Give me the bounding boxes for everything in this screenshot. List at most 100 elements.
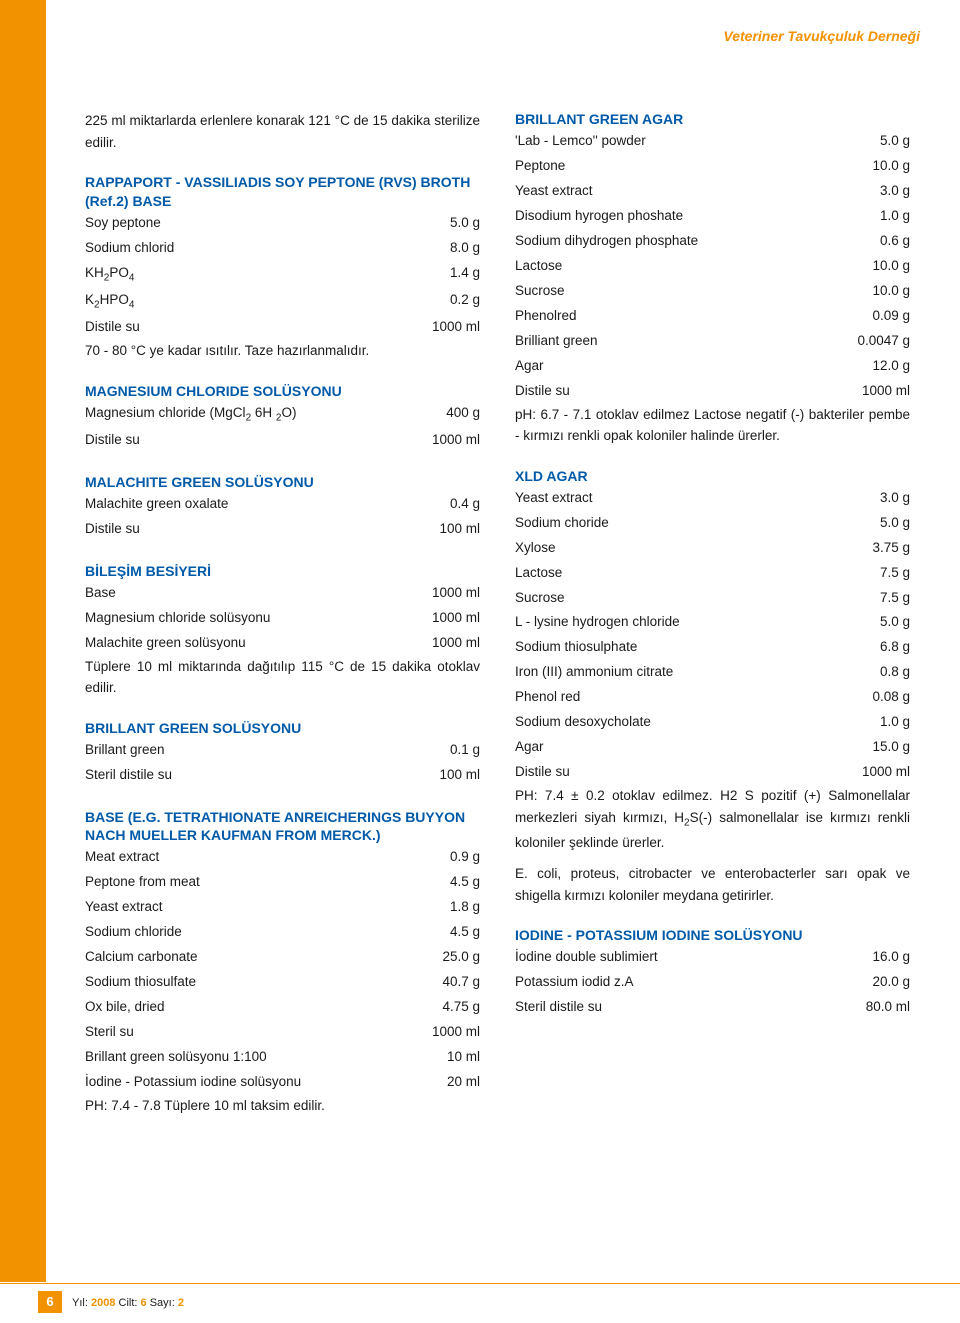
bga-note: pH: 6.7 - 7.1 otoklav edilmez Lactose ne…: [515, 404, 910, 447]
bilesim-rows: Base1000 mlMagnesium chloride solüsyonu1…: [85, 581, 480, 656]
ingredient-value: 20.0 g: [830, 970, 910, 995]
ingredient-value: 100 ml: [400, 763, 480, 788]
ingredient-row: Sodium dihydrogen phosphate0.6 g: [515, 229, 910, 254]
ingredient-value: 100 ml: [400, 517, 480, 542]
ingredient-value: 1.8 g: [400, 895, 480, 920]
ingredient-label: Lactose: [515, 561, 830, 586]
ingredient-row: Yeast extract1.8 g: [85, 895, 480, 920]
bilesim-note: Tüplere 10 ml miktarında dağıtılıp 115 °…: [85, 656, 480, 699]
xld-title: XLD AGAR: [515, 467, 910, 486]
ingredient-label: Soy peptone: [85, 211, 400, 236]
ingredient-row: Disodium hyrogen phoshate1.0 g: [515, 204, 910, 229]
ingredient-label: 'Lab - Lemco'' powder: [515, 129, 830, 154]
ingredient-label: Peptone: [515, 154, 830, 179]
ingredient-value: 7.5 g: [830, 561, 910, 586]
base-eg-title: BASE (E.G. TETRATHIONATE ANREICHERINGS B…: [85, 808, 480, 846]
ingredient-label: Steril su: [85, 1020, 400, 1045]
ingredient-row: Brillant green0.1 g: [85, 738, 480, 763]
ingredient-label: Magnesium chloride (MgCl2 6H 2O): [85, 401, 400, 428]
ingredient-label: L - lysine hydrogen chloride: [515, 610, 830, 635]
ingredient-value: 3.75 g: [830, 536, 910, 561]
mgcl-rows: Magnesium chloride (MgCl2 6H 2O)400 gDis…: [85, 401, 480, 453]
ingredient-value: 0.2 g: [400, 288, 480, 313]
ingredient-row: Distile su100 ml: [85, 517, 480, 542]
ingredient-row: Steril distile su100 ml: [85, 763, 480, 788]
ingredient-row: Steril su1000 ml: [85, 1020, 480, 1045]
ingredient-row: Potassium iodid z.A20.0 g: [515, 970, 910, 995]
page-content: 225 ml miktarlarda erlenlere konarak 121…: [85, 110, 910, 1117]
ingredient-value: 10.0 g: [830, 254, 910, 279]
ingredient-label: İodine - Potassium iodine solüsyonu: [85, 1070, 400, 1095]
ingredient-value: 1000 ml: [830, 379, 910, 404]
ingredient-value: 4.5 g: [400, 870, 480, 895]
ingredient-label: Ox bile, dried: [85, 995, 400, 1020]
ingredient-value: 3.0 g: [830, 179, 910, 204]
ingredient-row: Ox bile, dried4.75 g: [85, 995, 480, 1020]
ingredient-row: Xylose3.75 g: [515, 536, 910, 561]
ingredient-label: Sodium thiosulphate: [515, 635, 830, 660]
ingredient-value: 1000 ml: [400, 1020, 480, 1045]
ingredient-value: 5.0 g: [830, 511, 910, 536]
ingredient-value: 5.0 g: [830, 610, 910, 635]
bga-rows: 'Lab - Lemco'' powder5.0 gPeptone10.0 gY…: [515, 129, 910, 404]
ingredient-value: 6.8 g: [830, 635, 910, 660]
ingredient-label: Yeast extract: [85, 895, 400, 920]
ingredient-label: KH2PO4: [85, 261, 400, 288]
footer: 6 Yıl: 2008 Cilt: 6 Sayı: 2: [0, 1283, 960, 1323]
base-eg-rows: Meat extract0.9 gPeptone from meat4.5 gY…: [85, 845, 480, 1095]
ingredient-value: 0.0047 g: [830, 329, 910, 354]
page-number: 6: [38, 1291, 62, 1313]
malachite-rows: Malachite green oxalate0.4 gDistile su10…: [85, 492, 480, 542]
ingredient-value: 0.9 g: [400, 845, 480, 870]
ingredient-value: 5.0 g: [830, 129, 910, 154]
ingredient-label: Lactose: [515, 254, 830, 279]
ingredient-row: Yeast extract3.0 g: [515, 179, 910, 204]
ingredient-value: 1.4 g: [400, 261, 480, 286]
ingredient-row: K2HPO40.2 g: [85, 288, 480, 315]
ingredient-label: Malachite green oxalate: [85, 492, 400, 517]
ingredient-row: L - lysine hydrogen chloride5.0 g: [515, 610, 910, 635]
ingredient-row: Sodium thiosulphate6.8 g: [515, 635, 910, 660]
ingredient-row: Sucrose7.5 g: [515, 586, 910, 611]
malachite-title: MALACHITE GREEN SOLÜSYONU: [85, 473, 480, 492]
ingredient-value: 1000 ml: [400, 428, 480, 453]
ingredient-value: 0.09 g: [830, 304, 910, 329]
ingredient-label: Distile su: [85, 428, 400, 453]
xld-note1: PH: 7.4 ± 0.2 otoklav edilmez. H2 S pozi…: [515, 785, 910, 853]
ingredient-label: Meat extract: [85, 845, 400, 870]
footer-info: Yıl: 2008 Cilt: 6 Sayı: 2: [72, 1297, 184, 1309]
ingredient-value: 15.0 g: [830, 735, 910, 760]
ingredient-value: 1000 ml: [400, 606, 480, 631]
ingredient-value: 4.5 g: [400, 920, 480, 945]
header-association: Veteriner Tavukçuluk Derneği: [723, 28, 920, 44]
ingredient-value: 16.0 g: [830, 945, 910, 970]
ingredient-row: İodine double sublimiert16.0 g: [515, 945, 910, 970]
ingredient-label: Sodium chloride: [85, 920, 400, 945]
ingredient-row: Magnesium chloride solüsyonu1000 ml: [85, 606, 480, 631]
ingredient-value: 10.0 g: [830, 279, 910, 304]
ingredient-value: 12.0 g: [830, 354, 910, 379]
ingredient-value: 0.8 g: [830, 660, 910, 685]
ingredient-row: Peptone10.0 g: [515, 154, 910, 179]
ingredient-label: Steril distile su: [515, 995, 830, 1020]
intro-text: 225 ml miktarlarda erlenlere konarak 121…: [85, 110, 480, 153]
ingredient-label: Iron (III) ammonium citrate: [515, 660, 830, 685]
mgcl-title: MAGNESIUM CHLORIDE SOLÜSYONU: [85, 382, 480, 401]
ingredient-row: Steril distile su80.0 ml: [515, 995, 910, 1020]
xld-rows: Yeast extract3.0 gSodium choride5.0 gXyl…: [515, 486, 910, 786]
ingredient-label: Yeast extract: [515, 179, 830, 204]
ingredient-label: Sodium desoxycholate: [515, 710, 830, 735]
ingredient-row: Sodium chloride4.5 g: [85, 920, 480, 945]
ingredient-value: 1000 ml: [400, 581, 480, 606]
ingredient-value: 80.0 ml: [830, 995, 910, 1020]
ingredient-row: Agar15.0 g: [515, 735, 910, 760]
ingredient-value: 40.7 g: [400, 970, 480, 995]
ingredient-value: 8.0 g: [400, 236, 480, 261]
ingredient-row: Magnesium chloride (MgCl2 6H 2O)400 g: [85, 401, 480, 428]
ingredient-row: 'Lab - Lemco'' powder5.0 g: [515, 129, 910, 154]
ingredient-value: 1000 ml: [400, 631, 480, 656]
ingredient-value: 20 ml: [400, 1070, 480, 1095]
ingredient-row: Yeast extract3.0 g: [515, 486, 910, 511]
ingredient-label: Distile su: [85, 315, 400, 340]
ingredient-row: Sodium desoxycholate1.0 g: [515, 710, 910, 735]
